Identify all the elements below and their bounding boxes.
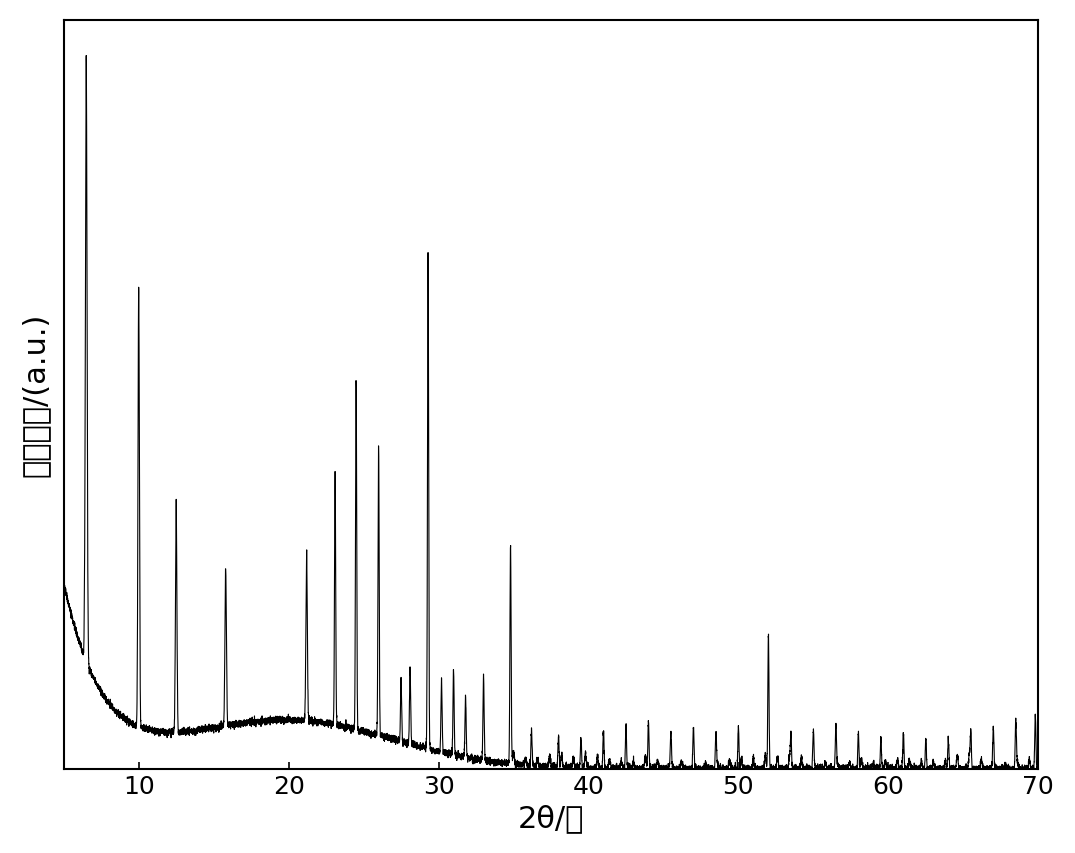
X-axis label: 2θ/度: 2θ/度	[518, 804, 584, 833]
Y-axis label: 相对强度/(a.u.): 相对强度/(a.u.)	[20, 313, 49, 477]
